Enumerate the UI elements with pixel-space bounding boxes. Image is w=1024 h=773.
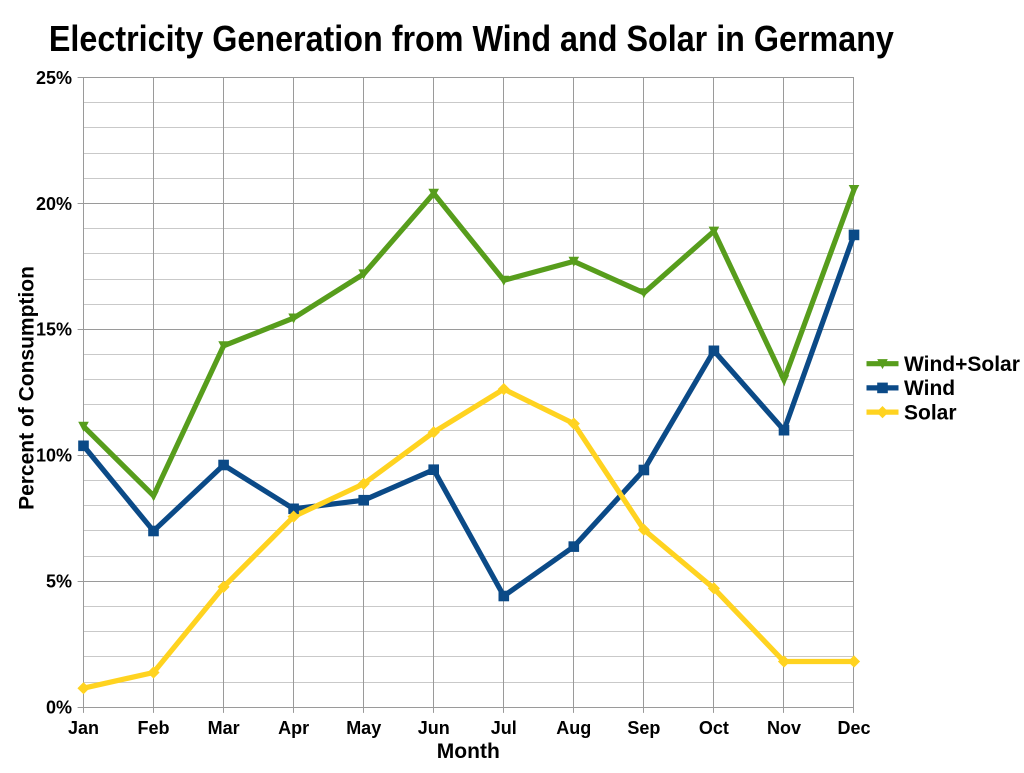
- svg-text:Jun: Jun: [418, 718, 450, 738]
- svg-text:25%: 25%: [36, 68, 72, 88]
- svg-text:20%: 20%: [36, 194, 72, 214]
- svg-text:Apr: Apr: [278, 718, 309, 738]
- svg-text:Electricity Generation from Wi: Electricity Generation from Wind and Sol…: [49, 18, 894, 59]
- svg-text:10%: 10%: [36, 446, 72, 466]
- svg-text:Nov: Nov: [767, 718, 801, 738]
- svg-text:15%: 15%: [36, 320, 72, 340]
- svg-text:Mar: Mar: [208, 718, 240, 738]
- svg-text:May: May: [346, 718, 381, 738]
- svg-text:Feb: Feb: [137, 718, 169, 738]
- svg-text:Wind: Wind: [904, 377, 955, 400]
- svg-text:Wind+Solar: Wind+Solar: [904, 353, 1020, 376]
- svg-text:Sep: Sep: [627, 718, 660, 738]
- svg-text:Dec: Dec: [837, 718, 870, 738]
- svg-text:Jan: Jan: [68, 718, 99, 738]
- svg-text:0%: 0%: [46, 698, 72, 718]
- svg-text:Aug: Aug: [556, 718, 591, 738]
- svg-text:Oct: Oct: [699, 718, 729, 738]
- svg-text:Percent of Consumption: Percent of Consumption: [16, 266, 39, 510]
- svg-text:5%: 5%: [46, 572, 72, 592]
- svg-text:Month: Month: [437, 740, 500, 763]
- svg-text:Solar: Solar: [904, 401, 957, 424]
- svg-text:Jul: Jul: [491, 718, 517, 738]
